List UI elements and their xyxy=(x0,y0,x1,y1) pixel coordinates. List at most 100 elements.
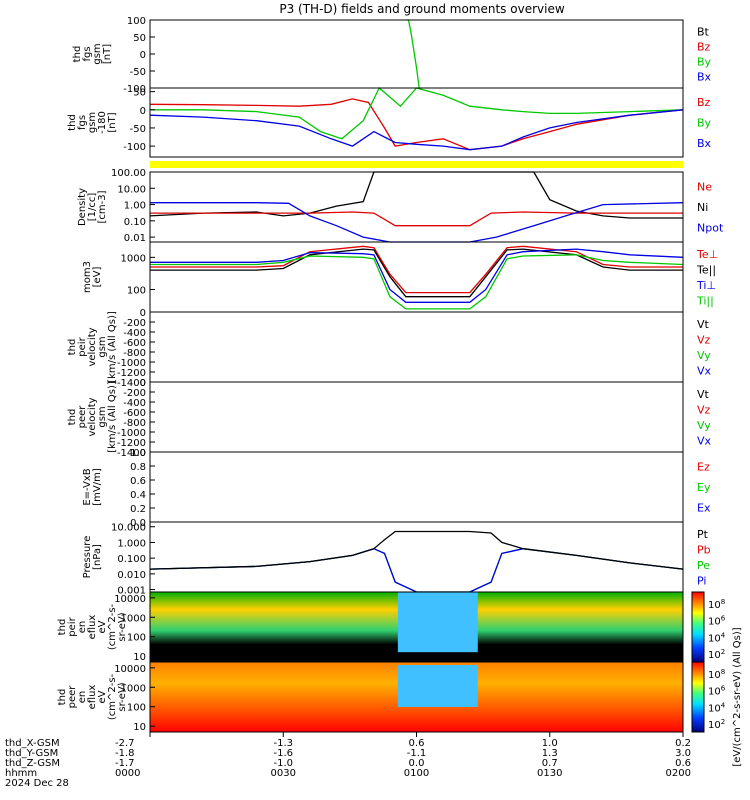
colorbar-tick-exponent: 6 xyxy=(721,685,726,693)
y-axis-label: fgs xyxy=(77,115,88,130)
panel-efield: 1.0 0.8 0.6 0.4 0.2 0.0 Ez Ey Ex E=-VxB [mV/m] xyxy=(82,448,711,529)
y-tick-label: 0.100 xyxy=(117,554,146,565)
x-tick-label: -1.7 xyxy=(115,758,135,769)
legend-Ey: Ey xyxy=(697,481,711,494)
panel-fgs_gsm_top: 100 50 0 -50 -100 Bt Bz By Bx thd fgs gsm [nT] xyxy=(72,16,712,95)
legend-Vt: Vt xyxy=(697,388,710,401)
y-axis-label: en xyxy=(77,691,88,704)
legend-By: By xyxy=(697,117,712,130)
panel-temperature: 1000 100 Te⊥ Te|| Ti⊥ Ti|| mom3 [eV] xyxy=(82,241,718,313)
colorbar-tick-label: 104 xyxy=(708,701,726,714)
status-bar xyxy=(150,161,683,168)
y-axis-label: sr-eV) xyxy=(117,612,128,641)
legend-Pi: Pi xyxy=(697,574,706,587)
y-axis-label: mom3 xyxy=(82,261,93,293)
y-axis-label: [cm-3] xyxy=(97,190,108,223)
y-tick-label: 10.00 xyxy=(117,184,146,195)
y-axis-label: gsm xyxy=(97,336,108,357)
y-tick-label: 0 xyxy=(140,50,146,61)
x-tick-label: 0130 xyxy=(537,768,562,779)
colorbar xyxy=(691,661,705,733)
y-tick-label: 100 xyxy=(127,16,146,27)
panel-frame xyxy=(149,451,684,523)
legend-By: By xyxy=(697,56,712,69)
x-tick-label: -1.1 xyxy=(407,748,427,759)
colorbar xyxy=(691,591,705,663)
x-tick-label: 1.3 xyxy=(542,748,558,759)
y-tick-label: 0.6 xyxy=(130,476,146,487)
y-axis-label: thd xyxy=(57,689,68,706)
colorbar-tick-exponent: 4 xyxy=(721,701,726,709)
y-tick-label: 0 xyxy=(140,378,146,389)
x-tick-label: 0.6 xyxy=(409,738,425,749)
y-tick-label: -1000 xyxy=(117,428,146,439)
colorbar-tick-label: 104 xyxy=(708,631,726,644)
series-line-Pi xyxy=(149,548,684,593)
y-axis-label: peir xyxy=(77,336,88,356)
x-tick-label: 0.0 xyxy=(409,758,425,769)
y-tick-label: 100 xyxy=(127,633,146,644)
y-axis-label: E=-VxB xyxy=(82,468,93,505)
x-row-label: thd_X-GSM xyxy=(5,738,60,749)
y-tick-label: 0.010 xyxy=(117,570,146,581)
legend-Te||: Te|| xyxy=(696,263,716,276)
y-tick-label: 10 xyxy=(133,722,146,733)
series-line-Bx xyxy=(149,109,684,151)
y-axis-label: -180 xyxy=(97,111,108,134)
series-line-Bz xyxy=(149,98,684,151)
x-tick-label: 0.6 xyxy=(675,758,691,769)
y-tick-label: -1000 xyxy=(117,358,146,369)
y-tick-label: 0 xyxy=(140,106,146,117)
x-tick-label: 0.7 xyxy=(542,758,558,769)
x-tick-label: 3.0 xyxy=(675,748,691,759)
colorbar-tick-exponent: 6 xyxy=(721,615,726,623)
y-axis-label: Pressure xyxy=(82,536,93,579)
panel-frame xyxy=(149,241,684,313)
y-axis-label: thd xyxy=(67,339,78,356)
y-axis-label: gsm xyxy=(92,43,103,64)
legend-Vz: Vz xyxy=(697,333,711,346)
series-line-Ti⊥ xyxy=(150,248,684,303)
y-tick-label: 0.4 xyxy=(130,490,146,501)
y-axis-label: fgs xyxy=(82,46,93,61)
legend-Pe: Pe xyxy=(697,559,710,572)
y-axis-label: thd xyxy=(67,114,78,131)
x-row-label: thd_Y-GSM xyxy=(5,748,58,759)
panel-pressure: 10.000 1.000 0.100 0.010 0.001 Pt Pb Pe Pi Pressu… xyxy=(82,521,711,597)
y-axis-label: gsm xyxy=(97,406,108,427)
colorbar-tick-exponent: 8 xyxy=(721,598,725,606)
y-axis-label: gsm xyxy=(87,112,98,133)
y-axis-label: eV xyxy=(97,620,108,633)
legend-Ni: Ni xyxy=(697,201,708,214)
x-tick-label: 0000 xyxy=(115,768,140,779)
y-axis-label: sr-eV) xyxy=(117,682,128,711)
y-tick-label: 1.0 xyxy=(130,448,146,459)
figure-title: P3 (TH-D) fields and ground moments over… xyxy=(279,2,564,16)
series-line-By xyxy=(406,19,420,89)
y-tick-label: -1400 xyxy=(117,448,146,459)
colorbar-tick-label: 108 xyxy=(708,668,725,681)
y-tick-label: 0.01 xyxy=(124,233,146,244)
panel-frame xyxy=(149,521,684,593)
panel-frame xyxy=(149,381,684,453)
y-tick-label: 10.000 xyxy=(111,523,146,534)
y-tick-label: 100 xyxy=(127,286,146,297)
series-line-Npot xyxy=(150,202,684,243)
x-tick-label: 1.0 xyxy=(542,738,558,749)
legend-Pt: Pt xyxy=(697,528,709,541)
panel-peer_en_eflux: 10000 1000 100 10 108 106 104 102 thd peer en eflux… xyxy=(57,661,726,733)
x-tick-label: -2.7 xyxy=(115,738,135,749)
x-tick-label: -1.0 xyxy=(273,758,293,769)
y-tick-label: 0.8 xyxy=(130,462,146,473)
colorbar-tick-label: 102 xyxy=(708,718,725,731)
y-tick-label: 0.2 xyxy=(130,504,146,515)
legend-Bx: Bx xyxy=(697,71,712,84)
legend-Bz: Bz xyxy=(697,41,711,54)
y-tick-label: 1000 xyxy=(121,613,146,624)
x-tick-label: 0.2 xyxy=(675,738,691,749)
y-axis-label: thd xyxy=(57,619,68,636)
panel-frame xyxy=(149,87,684,158)
y-tick-label: 50 xyxy=(133,88,146,99)
y-tick-label: 10 xyxy=(133,652,146,663)
x-tick-label: -1.6 xyxy=(273,748,293,759)
